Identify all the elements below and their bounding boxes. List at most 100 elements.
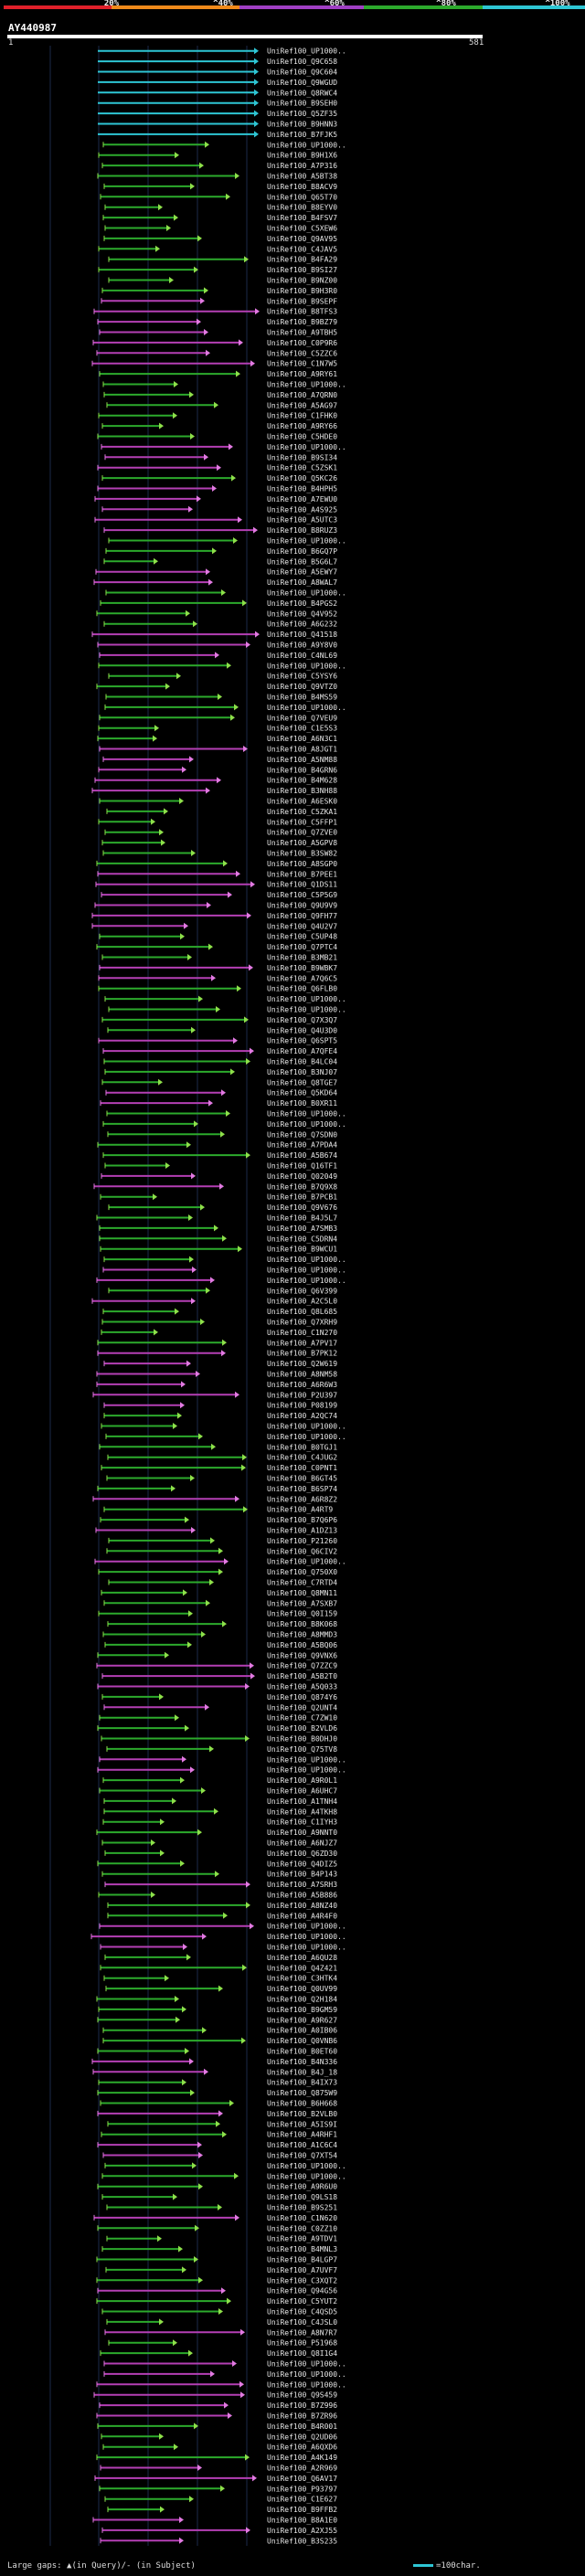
hit-row[interactable]: UniRef100_B3S235	[100, 2537, 337, 2545]
hit-label[interactable]: UniRef100_B4J_18	[267, 2068, 337, 2076]
hit-label[interactable]: UniRef100_A7Q6C5	[267, 974, 337, 982]
hit-label[interactable]: UniRef100_Q4U3D0	[267, 1026, 337, 1034]
hit-row[interactable]: UniRef100_A6R6W3	[96, 1381, 337, 1389]
hit-label[interactable]: UniRef100_C5XEW6	[267, 225, 337, 233]
hit-row[interactable]: UniRef100_A1TNH4	[103, 1797, 337, 1806]
hit-label[interactable]: UniRef100_C3HTK4	[267, 1975, 337, 1983]
hit-label[interactable]: UniRef100_UP1000..	[267, 589, 346, 598]
hit-row[interactable]: UniRef100_B4IX73	[98, 2079, 337, 2087]
hit-label[interactable]: UniRef100_UP1000..	[267, 2360, 346, 2369]
hit-row[interactable]: UniRef100_A5EWY7	[95, 568, 337, 577]
hit-row[interactable]: UniRef100_A7EWU0	[94, 495, 337, 504]
hit-label[interactable]: UniRef100_C5UP48	[267, 933, 337, 941]
hit-label[interactable]: UniRef100_A8WAL7	[267, 578, 337, 587]
hit-label[interactable]: UniRef100_B7PCB1	[267, 1193, 337, 1202]
hit-label[interactable]: UniRef100_A8N7R7	[267, 2328, 337, 2337]
hit-row[interactable]: UniRef100_Q9V676	[108, 1203, 337, 1212]
hit-row[interactable]: UniRef100_UP1000..	[105, 1433, 346, 1441]
hit-label[interactable]: UniRef100_C0PNT1	[267, 1464, 337, 1472]
hit-label[interactable]: UniRef100_P08199	[267, 1402, 337, 1410]
hit-row[interactable]: UniRef100_B3SW82	[102, 850, 337, 858]
hit-label[interactable]: UniRef100_B9HNN3	[267, 121, 337, 129]
hit-row[interactable]: UniRef100_A9Y8V0	[97, 641, 337, 650]
hit-row[interactable]: UniRef100_Q6AV17	[94, 2475, 337, 2483]
hit-row[interactable]: UniRef100_Q6SPT5	[98, 1037, 337, 1045]
hit-label[interactable]: UniRef100_C4JUG2	[267, 1454, 337, 1462]
hit-label[interactable]: UniRef100_A9TDV1	[267, 2235, 337, 2243]
hit-label[interactable]: UniRef100_C5HDE0	[267, 433, 337, 441]
hit-row[interactable]: UniRef100_Q8TGE7	[101, 1078, 337, 1087]
hit-label[interactable]: UniRef100_Q2H184	[267, 1996, 337, 2004]
hit-label[interactable]: UniRef100_Q9VTZ0	[267, 683, 337, 691]
hit-row[interactable]: UniRef100_A4TKH8	[103, 1807, 337, 1816]
hit-row[interactable]: UniRef100_C5YUT2	[96, 2297, 337, 2306]
hit-label[interactable]: UniRef100_B9SEH0	[267, 100, 337, 108]
hit-row[interactable]: UniRef100_C5YSY6	[108, 673, 337, 681]
hit-label[interactable]: UniRef100_A9R6U0	[267, 2183, 337, 2191]
hit-label[interactable]: UniRef100_UP1000..	[267, 1433, 346, 1441]
hit-row[interactable]: UniRef100_UP1000..	[94, 1558, 346, 1566]
hit-row[interactable]: UniRef100_A8SGP0	[96, 860, 337, 868]
hit-label[interactable]: UniRef100_Q9FH77	[267, 912, 337, 920]
hit-row[interactable]: UniRef100_Q7SDN0	[107, 1130, 337, 1139]
hit-row[interactable]: UniRef100_C5UP48	[99, 933, 337, 941]
hit-row[interactable]: UniRef100_Q6V399	[108, 1287, 337, 1295]
hit-label[interactable]: UniRef100_Q2UNT4	[267, 1703, 337, 1712]
hit-row[interactable]: UniRef100_C3HTK4	[103, 1975, 337, 1983]
hit-label[interactable]: UniRef100_B0ET60	[267, 2048, 337, 2056]
hit-row[interactable]: UniRef100_A7QFE4	[102, 1047, 337, 1055]
hit-row[interactable]: UniRef100_UP1000..	[103, 1256, 346, 1264]
hit-row[interactable]: UniRef100_B9NZ00	[108, 277, 337, 285]
hit-row[interactable]: UniRef100_A9TDV1	[106, 2235, 337, 2243]
hit-label[interactable]: UniRef100_B4IX73	[267, 2079, 337, 2087]
hit-row[interactable]: UniRef100_A5NM88	[102, 756, 337, 764]
hit-label[interactable]: UniRef100_Q2W619	[267, 1360, 337, 1368]
hit-row[interactable]: UniRef100_B9WBK7	[99, 964, 337, 972]
hit-row[interactable]: UniRef100_UP1000..	[104, 704, 346, 712]
hit-label[interactable]: UniRef100_UP1000..	[267, 1558, 346, 1566]
hit-row[interactable]: UniRef100_B6GT45	[106, 1475, 337, 1483]
hit-row[interactable]: UniRef100_Q4U2V7	[91, 922, 337, 930]
hit-row[interactable]: UniRef100_A9TBH5	[99, 329, 337, 337]
hit-label[interactable]: UniRef100_Q5ZF35	[267, 110, 337, 118]
hit-label[interactable]: UniRef100_A7UVF7	[267, 2266, 337, 2274]
hit-row[interactable]: UniRef100_Q2UD06	[101, 2433, 337, 2441]
hit-row[interactable]: UniRef100_B4FA29	[108, 256, 337, 264]
hit-label[interactable]: UniRef100_B0TGJ1	[267, 1443, 337, 1451]
hit-label[interactable]: UniRef100_C5DRN4	[267, 1235, 337, 1243]
hit-row[interactable]: UniRef100_B9SI27	[98, 266, 337, 274]
hit-label[interactable]: UniRef100_UP1000..	[267, 1256, 346, 1264]
hit-label[interactable]: UniRef100_Q75TV8	[267, 1745, 337, 1754]
hit-label[interactable]: UniRef100_Q7ZZC9	[267, 1662, 337, 1670]
hit-row[interactable]: UniRef100_Q6FLB0	[98, 985, 337, 993]
hit-label[interactable]: UniRef100_Q7X3Q7	[267, 1016, 337, 1024]
hit-label[interactable]: UniRef100_A7SMB3	[267, 1224, 337, 1233]
hit-row[interactable]: UniRef100_A1C6C4	[97, 2141, 337, 2149]
hit-label[interactable]: UniRef100_UP1000..	[267, 2370, 346, 2379]
hit-label[interactable]: UniRef100_B9SEPF	[267, 297, 337, 305]
hit-row[interactable]: UniRef100_B7FJK5	[98, 131, 337, 139]
hit-row[interactable]: UniRef100_Q02049	[101, 1172, 337, 1181]
hit-row[interactable]: UniRef100_B7Q6P6	[100, 1516, 337, 1524]
hit-label[interactable]: UniRef100_B8TFS3	[267, 308, 337, 316]
hit-row[interactable]: UniRef100_A8NZ40	[107, 1902, 337, 1910]
hit-label[interactable]: UniRef100_Q7PTC4	[267, 943, 337, 951]
hit-row[interactable]: UniRef100_B3NJ07	[104, 1068, 337, 1076]
hit-label[interactable]: UniRef100_C7RTD4	[267, 1579, 337, 1587]
hit-row[interactable]: UniRef100_Q9S459	[93, 2391, 337, 2400]
hit-row[interactable]: UniRef100_C1FHK0	[98, 412, 337, 420]
hit-row[interactable]: UniRef100_UP1000..	[102, 381, 346, 389]
hit-label[interactable]: UniRef100_A2QC74	[267, 1412, 337, 1420]
hit-row[interactable]: UniRef100_C1N620	[93, 2214, 337, 2222]
hit-label[interactable]: UniRef100_C1N620	[267, 2214, 337, 2222]
hit-row[interactable]: UniRef100_A9R0L1	[102, 1776, 337, 1785]
hit-label[interactable]: UniRef100_UP1000..	[267, 2380, 346, 2389]
hit-row[interactable]: UniRef100_A5IS9I	[107, 2120, 337, 2128]
hit-row[interactable]: UniRef100_A5B674	[102, 1151, 337, 1160]
hit-label[interactable]: UniRef100_Q9C604	[267, 69, 337, 77]
hit-row[interactable]: UniRef100_Q5KD64	[105, 1089, 337, 1097]
hit-label[interactable]: UniRef100_A5B2T0	[267, 1672, 337, 1680]
hit-row[interactable]: UniRef100_B9WCU1	[100, 1246, 337, 1254]
hit-row[interactable]: UniRef100_Q4DIZ5	[97, 1860, 337, 1868]
hit-label[interactable]: UniRef100_B7PEE1	[267, 870, 337, 878]
